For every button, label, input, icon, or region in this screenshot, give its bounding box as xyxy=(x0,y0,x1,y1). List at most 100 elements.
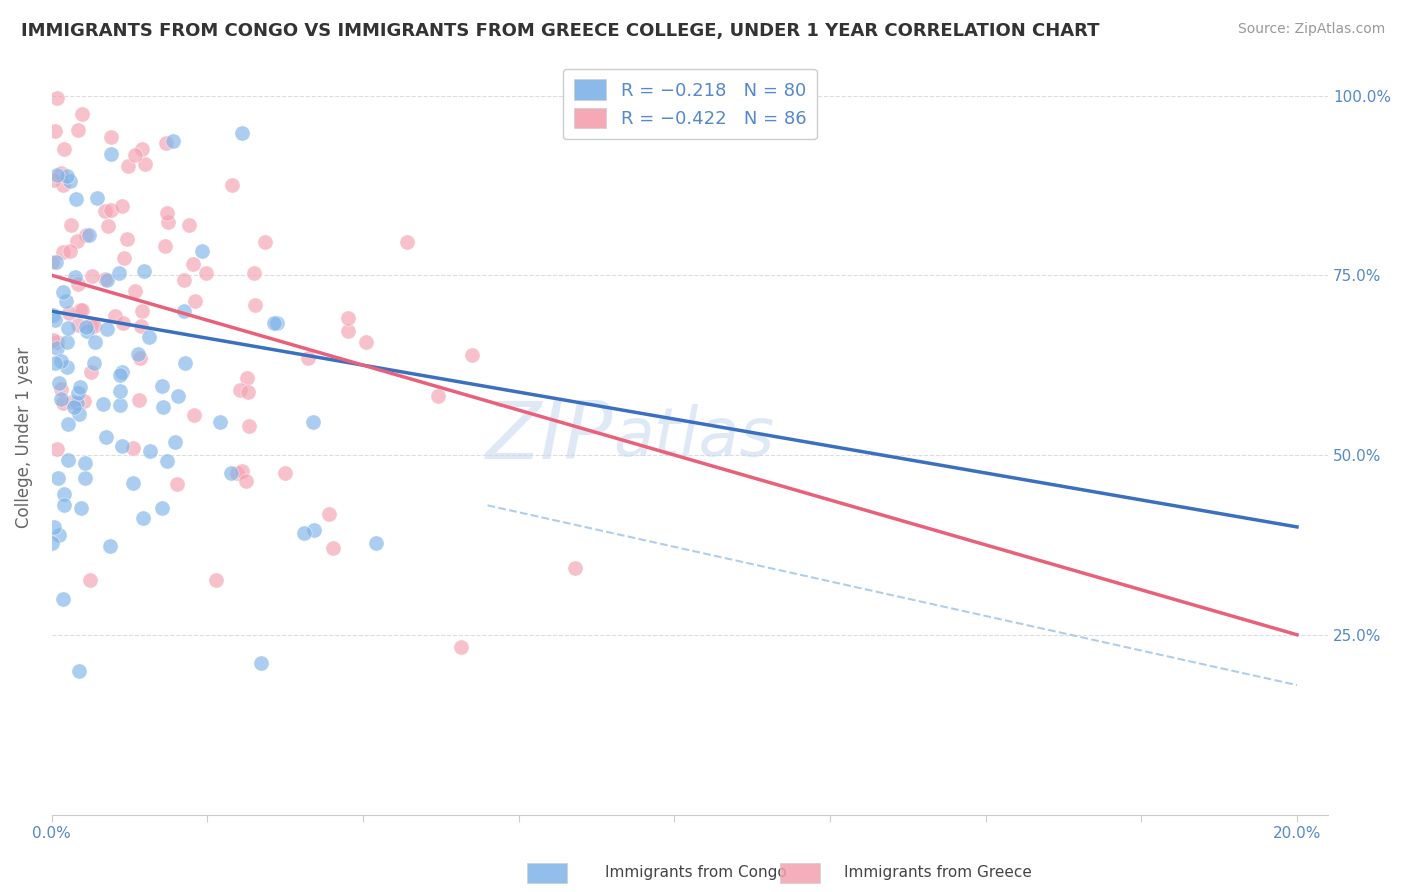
Point xyxy=(302,523,325,537)
Point xyxy=(167,388,190,402)
Point xyxy=(56,320,79,334)
Point xyxy=(156,454,179,468)
Point xyxy=(66,234,89,248)
Point xyxy=(73,456,96,470)
Point xyxy=(111,366,134,380)
Point xyxy=(45,255,67,269)
Point xyxy=(67,318,90,332)
Point xyxy=(263,316,285,330)
Point xyxy=(49,392,72,407)
Point xyxy=(115,231,138,245)
Point xyxy=(73,471,96,485)
Text: Source: ZipAtlas.com: Source: ZipAtlas.com xyxy=(1237,22,1385,37)
Point xyxy=(46,335,69,350)
Point xyxy=(322,541,344,556)
Point xyxy=(41,535,63,549)
Point xyxy=(156,206,179,220)
Point xyxy=(100,129,122,144)
Point xyxy=(45,341,67,355)
Point xyxy=(150,379,173,393)
Point xyxy=(49,166,72,180)
Point xyxy=(117,159,139,173)
Point xyxy=(208,415,231,429)
Point xyxy=(94,430,117,444)
Point xyxy=(66,386,89,401)
Point xyxy=(46,442,69,457)
Point xyxy=(122,475,145,490)
Text: Immigrants from Greece: Immigrants from Greece xyxy=(844,865,1032,880)
Point xyxy=(42,308,65,322)
Point xyxy=(128,393,150,408)
Point xyxy=(55,294,77,309)
Point xyxy=(127,347,149,361)
Point xyxy=(236,371,259,385)
Point xyxy=(155,136,177,150)
Point xyxy=(83,356,105,370)
Point xyxy=(79,365,101,379)
Point xyxy=(131,303,153,318)
Point xyxy=(67,123,90,137)
Point xyxy=(132,264,155,278)
Point xyxy=(110,384,132,399)
Text: Immigrants from Congo: Immigrants from Congo xyxy=(605,865,786,880)
Point xyxy=(122,441,145,455)
Point xyxy=(70,302,93,317)
Point xyxy=(238,419,260,434)
Point xyxy=(44,124,66,138)
Point xyxy=(60,218,83,232)
Point xyxy=(354,335,377,350)
Point xyxy=(63,400,86,414)
Point xyxy=(173,272,195,286)
Point xyxy=(221,178,243,192)
Point xyxy=(152,400,174,414)
Point xyxy=(318,507,340,521)
Point xyxy=(52,396,75,410)
Point xyxy=(292,526,315,541)
Point xyxy=(461,348,484,362)
Point xyxy=(153,238,176,252)
Text: atlas: atlas xyxy=(613,404,775,470)
Text: IMMIGRANTS FROM CONGO VS IMMIGRANTS FROM GREECE COLLEGE, UNDER 1 YEAR CORRELATIO: IMMIGRANTS FROM CONGO VS IMMIGRANTS FROM… xyxy=(21,22,1099,40)
Point xyxy=(297,351,319,366)
Point xyxy=(52,244,75,259)
Point xyxy=(337,311,360,326)
Point xyxy=(225,466,247,480)
Point xyxy=(229,383,252,397)
Point xyxy=(174,356,197,370)
Point xyxy=(52,178,75,192)
Point xyxy=(254,235,277,249)
Point xyxy=(124,148,146,162)
Point xyxy=(45,91,67,105)
Point xyxy=(132,510,155,524)
Point xyxy=(58,173,80,187)
Point xyxy=(79,573,101,587)
Legend: R = −0.218   N = 80, R = −0.422   N = 86: R = −0.218 N = 80, R = −0.422 N = 86 xyxy=(562,69,817,139)
Point xyxy=(65,192,87,206)
Point xyxy=(450,640,472,655)
Point xyxy=(44,356,66,370)
Point xyxy=(44,312,66,326)
Point xyxy=(134,157,156,171)
Point xyxy=(86,191,108,205)
Point xyxy=(301,415,323,429)
Point xyxy=(150,500,173,515)
Point xyxy=(52,285,75,299)
Point xyxy=(96,322,118,336)
Point xyxy=(242,266,264,280)
Point xyxy=(52,591,75,606)
Point xyxy=(427,389,450,403)
Point xyxy=(51,353,73,368)
Point xyxy=(165,434,187,449)
Point xyxy=(111,316,134,330)
Point xyxy=(53,498,76,512)
Point xyxy=(67,664,90,678)
Point xyxy=(75,320,97,334)
Point xyxy=(94,272,117,286)
Point xyxy=(41,255,63,269)
Point xyxy=(108,266,131,280)
Point xyxy=(46,168,69,182)
Point xyxy=(94,204,117,219)
Point xyxy=(111,198,134,212)
Point xyxy=(181,256,204,270)
Point xyxy=(564,561,586,575)
